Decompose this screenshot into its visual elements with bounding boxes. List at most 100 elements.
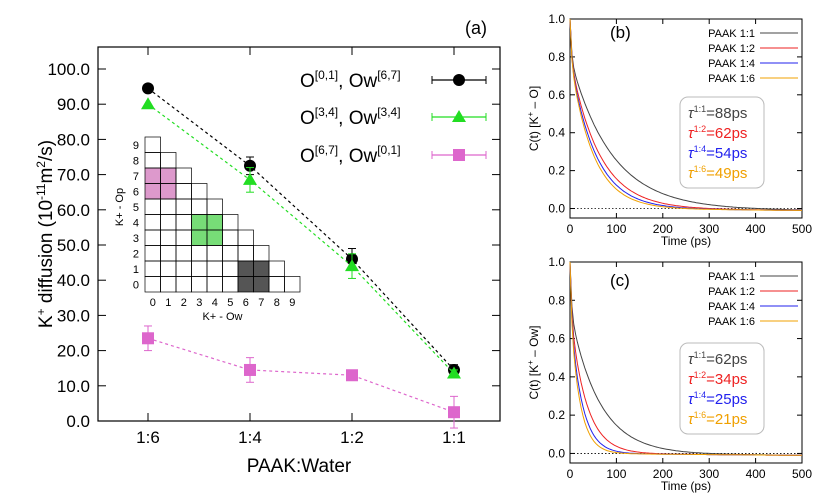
panel-a-y-tick-label: 90.0 <box>57 95 90 114</box>
panel-a-inset-y-tick-label: 3 <box>133 233 139 245</box>
panel-a-inset-cell <box>222 260 239 277</box>
panel-b-x-tick-label: 400 <box>746 222 766 236</box>
panel-a-y-axis-label: K+ diffusion (10-11m2/s) <box>34 140 57 328</box>
panel-b-tau-box <box>679 96 765 189</box>
panel-a-inset-cell <box>191 260 208 277</box>
panel-b-x-axis-label: Time (ps) <box>661 234 711 248</box>
panel-a-data-point <box>244 363 256 376</box>
panel-a-inset-cell <box>268 276 285 293</box>
panel-a-inset-cell <box>175 276 192 293</box>
panel-b-x-tick-label: 500 <box>792 222 812 236</box>
panel-a-inset-cell <box>160 229 177 246</box>
panel-b-y-tick-label: 0.2 <box>548 164 565 178</box>
panel-b-tau-value: τ1:2=62ps <box>688 124 747 142</box>
panel-a-legend: O[0,1], Ow[6,7] O[3,4], Ow[3,4] O[6,7], Ow… <box>300 68 487 167</box>
panel-c-x-tick-label: 500 <box>792 467 812 481</box>
panel-a-inset-x-tick-label: 6 <box>243 297 249 309</box>
panel-a-inset-cell <box>175 183 192 200</box>
panel-a-data-point <box>244 159 256 172</box>
panel-a-inset-cell <box>222 245 239 262</box>
panel-a-y-tick-label: 20.0 <box>57 342 90 361</box>
panel-b-y-axis-label: C(t) [K+ – O] <box>526 86 541 151</box>
panel-c-x-tick-label: 100 <box>606 467 626 481</box>
panel-a-y-tick-label: 70.0 <box>57 166 90 185</box>
panel-c-y-tick-label: 0.8 <box>548 293 565 307</box>
panel-a-inset-cell <box>144 229 161 246</box>
panel-a-inset-y-tick-label: 8 <box>133 155 139 167</box>
panel-a-inset-x-tick-label: 2 <box>181 297 187 309</box>
panel-a-legend-marker <box>453 74 465 86</box>
panel-a-y-tick-label: 100.0 <box>47 60 90 79</box>
panel-a-inset-cell <box>160 245 177 262</box>
panel-b-y-tick-label: 0.4 <box>548 126 565 140</box>
panel-a-inset-cell <box>268 260 285 277</box>
panel-b-tau-value: τ1:4=54ps <box>688 144 747 162</box>
panel-a-inset-cell <box>206 245 223 262</box>
panel-a-y-tick-label: 80.0 <box>57 130 90 149</box>
panel-b-series-line <box>569 18 802 211</box>
panel-a-inset-cell <box>160 214 177 231</box>
panel-a-inset-cell <box>144 136 161 153</box>
panel-a-inset-x-tick-label: 8 <box>274 297 280 309</box>
panel-a-inset-x-tick-label: 0 <box>150 297 156 309</box>
panel-a-inset-cell <box>160 198 177 215</box>
panel-a-series-line <box>147 103 455 374</box>
panel-c-x-tick-label: 200 <box>653 467 673 481</box>
panel-a-inset-cell <box>160 152 177 169</box>
panel-a-inset-cell <box>144 214 161 231</box>
panel-a-y-tick-label: 50.0 <box>57 236 90 255</box>
panel-a-inset-cell <box>144 276 161 293</box>
panel-c-legend-label: PAAK 1:6 <box>708 316 755 328</box>
panel-a-data-point <box>142 82 154 95</box>
panel-b-legend-label: PAAK 1:2 <box>708 43 755 55</box>
panel-a-y-tick-label: 0.0 <box>66 412 90 431</box>
panel-a-inset-cell <box>237 245 254 262</box>
panel-a-y-tick-label: 30.0 <box>57 306 90 325</box>
panel-a-inset-x-tick-label: 1 <box>165 297 171 309</box>
panel-b-y-tick-label: 1.0 <box>548 12 565 26</box>
panel-a-y-tick-label: 60.0 <box>57 201 90 220</box>
panel-c-x-tick-label: 400 <box>746 467 766 481</box>
panel-a-inset-y-label: K+ - Op <box>114 188 126 226</box>
panel-b-y-tick-label: 0.0 <box>548 202 565 216</box>
panel-a-inset-cell <box>206 276 223 293</box>
panel-a-inset-x-tick-label: 3 <box>196 297 202 309</box>
panel-b-tau-value: τ1:1=88ps <box>688 104 747 122</box>
panel-a-inset-cell <box>160 276 177 293</box>
panel-a-data-point <box>447 366 461 379</box>
panel-a-inset-y-tick-label: 6 <box>133 186 139 198</box>
panel-a-inset-y-tick-label: 1 <box>133 264 139 276</box>
panel-a-inset-cell <box>222 276 239 293</box>
panel-a-inset-cell <box>144 260 161 277</box>
panel-c-x-tick-label: 300 <box>699 467 719 481</box>
panel-a-inset-cell <box>144 198 161 215</box>
panel-b-legend-label: PAAK 1:4 <box>708 58 755 70</box>
panel-b-series-line <box>569 18 802 211</box>
panel-a-inset-cell <box>144 152 161 169</box>
panel-c-label: (c) <box>610 271 630 290</box>
panel-a-inset-cell <box>175 229 192 246</box>
panel-a-inset-y-tick-label: 2 <box>133 248 139 260</box>
panel-a-series-line <box>147 337 455 413</box>
panel-a-inset-x-tick-label: 4 <box>212 297 218 309</box>
panel-a-inset-cell <box>160 260 177 277</box>
panel-a-inset-cell <box>206 260 223 277</box>
panel-c: 0.0 0.2 0.4 0.6 0.8 1.0 0 100 200 300 400 500 (c) PAA… <box>526 255 812 493</box>
panel-c-legend-label: PAAK 1:2 <box>708 286 755 298</box>
panel-c-x-tick-label: 0 <box>567 467 574 481</box>
panel-a-x-tick-label: 1:1 <box>442 428 466 447</box>
panel-a-data-point <box>141 97 155 110</box>
panel-c-tau-box <box>679 342 765 435</box>
panel-a-data-point <box>346 369 358 382</box>
panel-b: 0.0 0.2 0.4 0.6 0.8 1.0 0 100 200 300 400 500 (b) PAA… <box>526 12 812 248</box>
panel-c-y-tick-label: 0.4 <box>548 370 565 384</box>
panel-a: 0.0 10.0 20.0 30.0 40.0 50.0 60.0 70.0 80.0 90.0 1… <box>34 18 501 477</box>
panel-a-inset-cell <box>253 245 270 262</box>
panel-a-inset-x-label: K+ - Ow <box>202 311 242 323</box>
panel-a-legend-label: O[3,4], Ow[3,4] <box>300 105 401 129</box>
panel-b-x-tick-label: 100 <box>606 222 626 236</box>
panel-a-x-tick-label: 1:4 <box>238 428 262 447</box>
panel-a-inset-cell <box>144 245 161 262</box>
panel-b-y-tick-label: 0.8 <box>548 50 565 64</box>
